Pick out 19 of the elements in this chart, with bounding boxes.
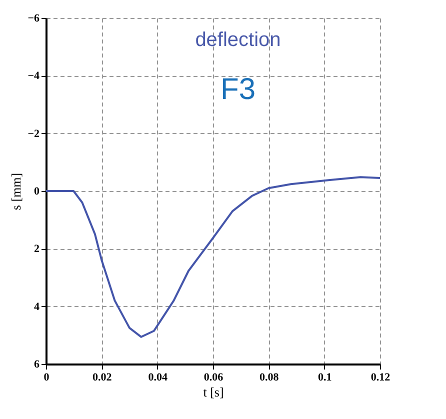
y-tick-label: 2 (34, 243, 40, 256)
x-tick-label: 0.06 (204, 372, 224, 384)
y-tick-label: 0 (34, 186, 40, 198)
x-tick-label: 0.08 (260, 372, 280, 384)
x-tick-label: 0.04 (148, 372, 168, 384)
line-series (45, 176, 381, 338)
annotation: deflection (195, 29, 281, 51)
x-tick-label: 0.02 (92, 372, 112, 384)
y-tick-label: −4 (28, 70, 40, 82)
x-tick-label: 0.1 (318, 372, 332, 384)
y-tick-label: −2 (28, 128, 40, 140)
x-tick-label: 0.12 (370, 372, 391, 384)
y-axis-title: s [mm] (8, 172, 24, 210)
x-tick-label: 0 (44, 372, 50, 384)
y-tick-label: 4 (34, 300, 40, 313)
y-tick-label: −6 (28, 12, 40, 24)
y-tick-label: 6 (34, 358, 40, 370)
x-axis-title: t [s] (203, 384, 224, 400)
annotation: F3 (220, 73, 256, 106)
